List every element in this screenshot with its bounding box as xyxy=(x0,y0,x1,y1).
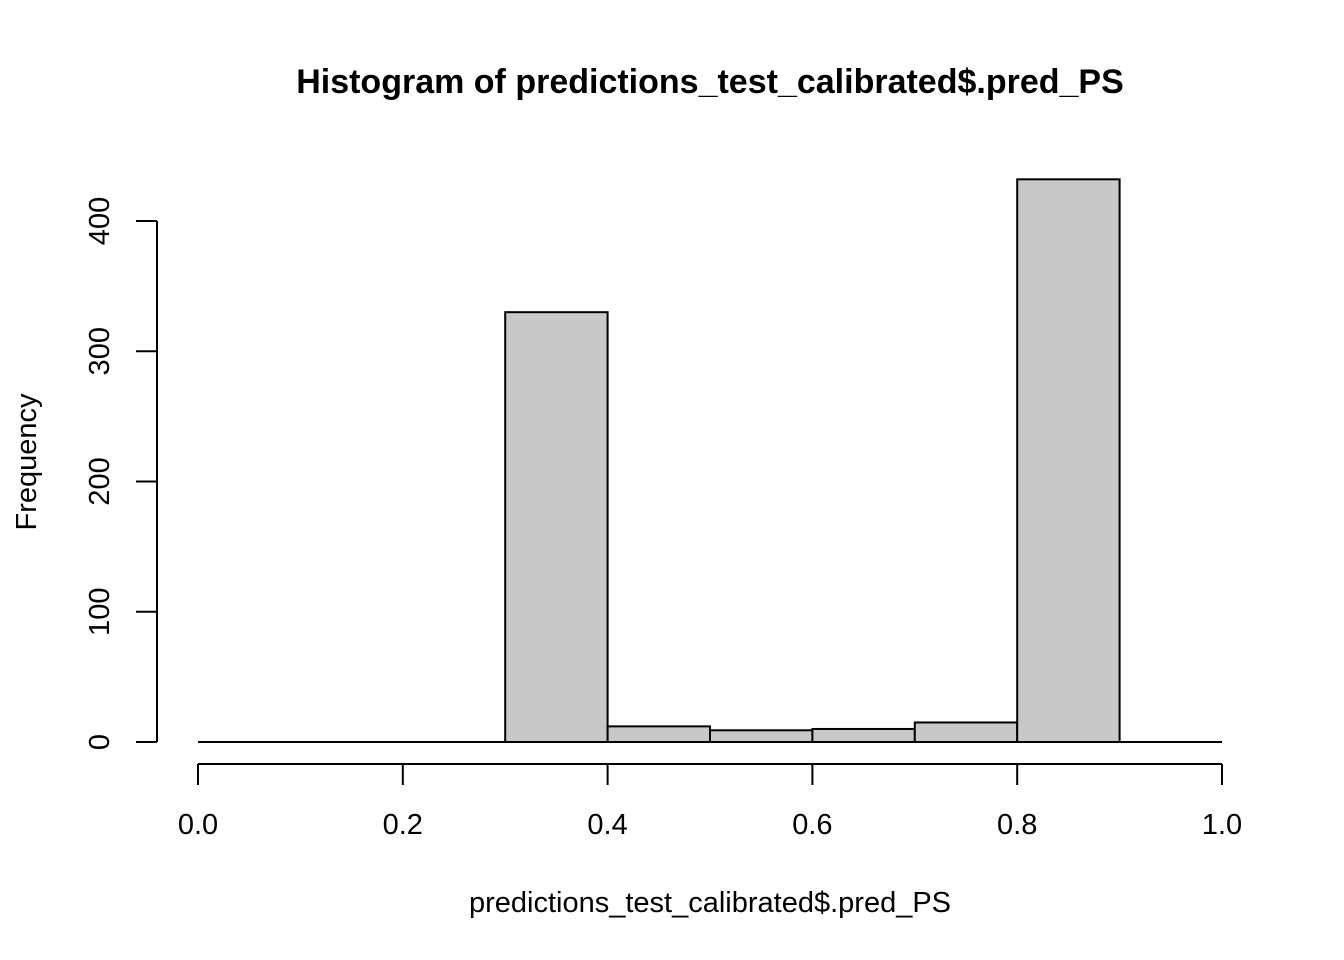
y-tick-label: 0 xyxy=(84,734,116,750)
x-tick-label: 0.0 xyxy=(178,809,218,841)
y-tick-label: 200 xyxy=(84,457,116,505)
x-tick-label: 0.8 xyxy=(997,809,1037,841)
x-tick-label: 1.0 xyxy=(1202,809,1242,841)
y-axis: 0 100 200 300 400 xyxy=(84,197,158,750)
histogram-bar xyxy=(504,311,609,743)
y-tick-label: 100 xyxy=(84,588,116,636)
y-tick-label: 300 xyxy=(84,327,116,375)
histogram-bar xyxy=(606,725,711,743)
histogram-bar xyxy=(811,727,916,743)
y-axis-label: Frequency xyxy=(11,393,43,531)
bars-group xyxy=(504,178,1121,744)
x-tick-label: 0.6 xyxy=(792,809,832,841)
x-tick-label: 0.2 xyxy=(383,809,423,841)
x-axis-label: predictions_test_calibrated$.pred_PS xyxy=(469,887,951,919)
x-tick-label: 0.4 xyxy=(587,809,627,841)
y-tick-label: 400 xyxy=(84,197,116,245)
histogram-bar xyxy=(709,729,814,744)
chart-title: Histogram of predictions_test_calibrated… xyxy=(296,63,1124,101)
histogram-bar xyxy=(1016,178,1121,743)
histogram-bar xyxy=(913,721,1019,744)
x-axis: 0.0 0.2 0.4 0.6 0.8 1.0 xyxy=(178,763,1242,841)
